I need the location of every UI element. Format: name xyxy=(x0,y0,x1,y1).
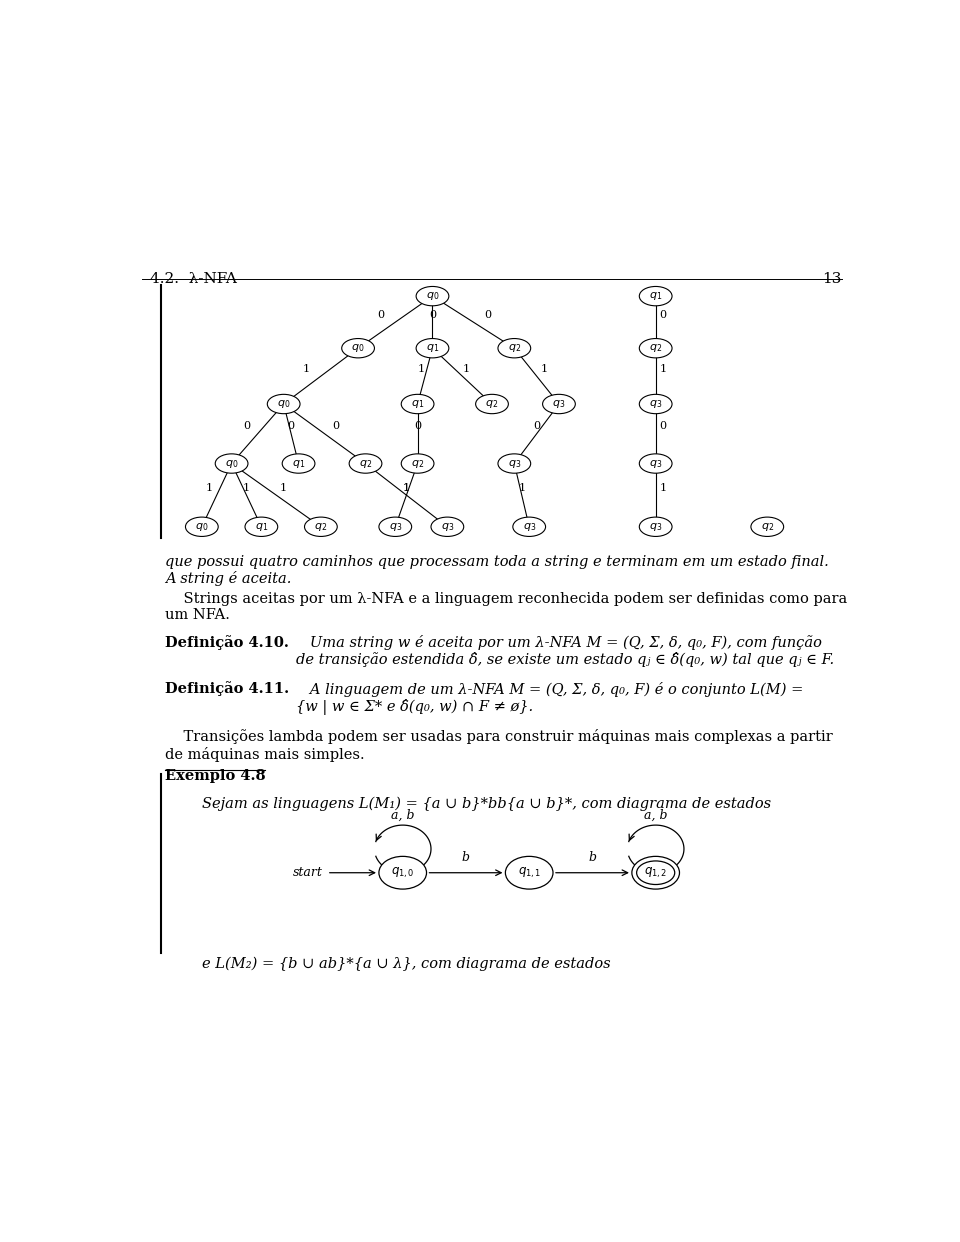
Text: $q_{2}$: $q_{2}$ xyxy=(359,457,372,469)
Text: e L(M₂) = {b ∪ ab}*{a ∪ λ}, com diagrama de estados: e L(M₂) = {b ∪ ab}*{a ∪ λ}, com diagrama… xyxy=(202,956,611,971)
Text: 1: 1 xyxy=(518,483,525,493)
Ellipse shape xyxy=(498,339,531,358)
Text: 0: 0 xyxy=(660,309,666,319)
Text: 0: 0 xyxy=(377,309,384,319)
Text: 1: 1 xyxy=(243,483,250,493)
Ellipse shape xyxy=(513,517,545,537)
Text: 1: 1 xyxy=(540,364,547,374)
Text: $q_{2}$: $q_{2}$ xyxy=(649,343,662,354)
Text: 1: 1 xyxy=(280,483,287,493)
Ellipse shape xyxy=(639,287,672,306)
Text: $q_{1}$: $q_{1}$ xyxy=(649,291,662,302)
Ellipse shape xyxy=(245,517,277,537)
Ellipse shape xyxy=(639,339,672,358)
Text: $q_{1}$: $q_{1}$ xyxy=(426,343,439,354)
Text: 4.2.  λ-NFA: 4.2. λ-NFA xyxy=(150,272,236,286)
Text: start: start xyxy=(293,866,324,879)
Text: Sejam as linguagens L(M₁) = {a ∪ b}*bb{a ∪ b}*, com diagrama de estados: Sejam as linguagens L(M₁) = {a ∪ b}*bb{a… xyxy=(202,797,771,811)
Text: $q_{1,1}$: $q_{1,1}$ xyxy=(517,866,540,879)
Text: $q_{0}$: $q_{0}$ xyxy=(351,343,365,354)
Text: 0: 0 xyxy=(533,421,540,431)
Ellipse shape xyxy=(639,517,672,537)
Text: Strings aceitas por um λ-NFA e a linguagem reconhecida podem ser definidas como : Strings aceitas por um λ-NFA e a linguag… xyxy=(165,592,847,622)
Text: $q_{0}$: $q_{0}$ xyxy=(225,457,238,469)
Text: 1: 1 xyxy=(660,364,666,374)
Text: $q_{3}$: $q_{3}$ xyxy=(522,520,536,533)
Text: $q_{1}$: $q_{1}$ xyxy=(411,397,424,410)
Text: Transições lambda podem ser usadas para construir máquinas mais complexas a part: Transições lambda podem ser usadas para … xyxy=(165,729,832,761)
Ellipse shape xyxy=(401,395,434,414)
Text: $q_{3}$: $q_{3}$ xyxy=(441,520,454,533)
Text: 1: 1 xyxy=(403,483,410,493)
Ellipse shape xyxy=(215,453,248,473)
Text: $q_{0}$: $q_{0}$ xyxy=(277,397,290,410)
Text: 0: 0 xyxy=(660,421,666,431)
Text: $q_{1}$: $q_{1}$ xyxy=(254,520,268,533)
Text: 1: 1 xyxy=(660,483,666,493)
Text: $q_{1,0}$: $q_{1,0}$ xyxy=(391,866,415,879)
Ellipse shape xyxy=(342,339,374,358)
Text: 0: 0 xyxy=(243,421,250,431)
Text: $q_{3}$: $q_{3}$ xyxy=(508,457,521,469)
Ellipse shape xyxy=(475,395,509,414)
Ellipse shape xyxy=(542,395,575,414)
Text: Uma string w é aceita por um λ-NFA M = (Q, Σ, δ, q₀, F), com função
de transição: Uma string w é aceita por um λ-NFA M = (… xyxy=(297,635,834,667)
Text: $q_{2}$: $q_{2}$ xyxy=(486,397,498,410)
Text: $q_{1,2}$: $q_{1,2}$ xyxy=(644,866,667,879)
Text: $q_{0}$: $q_{0}$ xyxy=(426,291,439,302)
Ellipse shape xyxy=(431,517,464,537)
Ellipse shape xyxy=(498,453,531,473)
Text: $q_{0}$: $q_{0}$ xyxy=(195,520,208,533)
Text: b: b xyxy=(462,851,470,863)
Text: 1: 1 xyxy=(463,364,469,374)
Text: 1: 1 xyxy=(403,483,410,493)
Ellipse shape xyxy=(401,453,434,473)
Text: 1: 1 xyxy=(205,483,213,493)
Text: Exemplo 4.8: Exemplo 4.8 xyxy=(165,769,265,782)
Ellipse shape xyxy=(185,517,218,537)
Text: Definição 4.10.: Definição 4.10. xyxy=(165,635,289,650)
Ellipse shape xyxy=(349,453,382,473)
Ellipse shape xyxy=(639,453,672,473)
Text: 1: 1 xyxy=(418,364,425,374)
Text: A linguagem de um λ-NFA M = (Q, Σ, δ, q₀, F) é o conjunto L(M) =
{w | w ∈ Σ* e δ: A linguagem de um λ-NFA M = (Q, Σ, δ, q₀… xyxy=(297,682,804,715)
Ellipse shape xyxy=(416,287,449,306)
Text: $q_{3}$: $q_{3}$ xyxy=(552,397,565,410)
Ellipse shape xyxy=(416,339,449,358)
Text: 0: 0 xyxy=(429,309,436,319)
Text: 0: 0 xyxy=(288,421,295,431)
Ellipse shape xyxy=(379,857,426,889)
Text: $q_{2}$: $q_{2}$ xyxy=(411,457,424,469)
Ellipse shape xyxy=(632,857,680,889)
Text: 0: 0 xyxy=(332,421,339,431)
Text: $q_{3}$: $q_{3}$ xyxy=(649,520,662,533)
Ellipse shape xyxy=(751,517,783,537)
Text: Definição 4.11.: Definição 4.11. xyxy=(165,682,289,697)
Text: a, b: a, b xyxy=(391,809,415,822)
Text: $q_{3}$: $q_{3}$ xyxy=(649,397,662,410)
Ellipse shape xyxy=(304,517,337,537)
Text: 0: 0 xyxy=(414,421,421,431)
Text: 1: 1 xyxy=(302,364,309,374)
Text: que possui quatro caminhos que processam toda a string e terminam em um estado f: que possui quatro caminhos que processam… xyxy=(165,555,828,586)
Ellipse shape xyxy=(267,395,300,414)
Text: $q_{2}$: $q_{2}$ xyxy=(760,520,774,533)
Text: $q_{3}$: $q_{3}$ xyxy=(649,457,662,469)
Text: 0: 0 xyxy=(485,309,492,319)
Ellipse shape xyxy=(505,857,553,889)
Text: $q_{2}$: $q_{2}$ xyxy=(508,343,521,354)
Ellipse shape xyxy=(379,517,412,537)
Ellipse shape xyxy=(282,453,315,473)
Text: a, b: a, b xyxy=(644,809,667,822)
Ellipse shape xyxy=(639,395,672,414)
Text: 13: 13 xyxy=(823,272,842,286)
Text: $q_{1}$: $q_{1}$ xyxy=(292,457,305,469)
Text: $q_{3}$: $q_{3}$ xyxy=(389,520,402,533)
Text: $q_{2}$: $q_{2}$ xyxy=(314,520,327,533)
Text: b: b xyxy=(588,851,596,863)
